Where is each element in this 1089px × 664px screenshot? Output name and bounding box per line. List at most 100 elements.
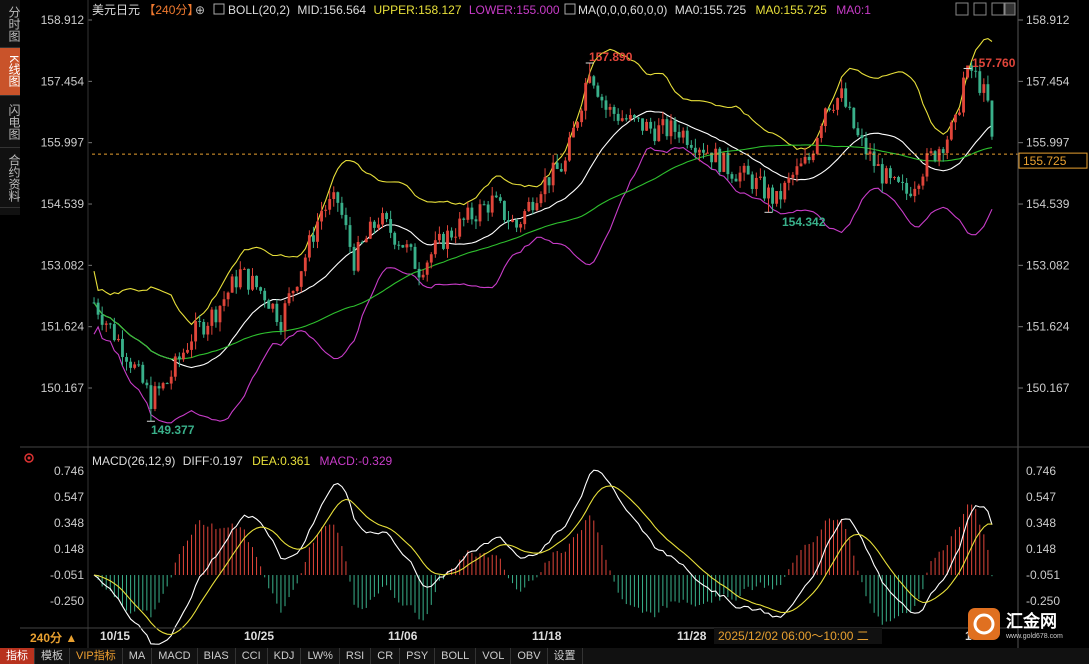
window-controls[interactable]	[955, 2, 1016, 16]
candle-body	[149, 385, 153, 409]
candle-body	[523, 211, 527, 225]
tab-indicators[interactable]: 指标	[0, 648, 35, 664]
settings-icon[interactable]: ⊕	[195, 3, 205, 17]
macd-tick-label-left: -0.250	[50, 594, 84, 608]
price-tick-label: 155.997	[1026, 136, 1070, 150]
tab-vip-indicators[interactable]: VIP指标	[70, 648, 123, 664]
period-label: 【240分】	[143, 3, 199, 17]
candle-body	[563, 160, 567, 172]
candle-body	[320, 210, 323, 222]
tab-contract-info[interactable]: 合约资料	[0, 148, 21, 208]
candle-body	[214, 309, 218, 323]
tab-obv[interactable]: OBV	[511, 648, 548, 664]
candle-body	[397, 244, 401, 246]
candle-body	[470, 207, 474, 220]
candle-body	[828, 108, 831, 111]
tab-cci[interactable]: CCI	[236, 648, 268, 664]
high-label-left: 157.890	[589, 50, 633, 64]
indicator-icon-2[interactable]	[564, 3, 576, 15]
candle-body	[823, 108, 827, 127]
candle-body	[177, 356, 181, 360]
tab-boll[interactable]: BOLL	[435, 648, 477, 664]
candle-body	[693, 147, 697, 153]
candle-body	[653, 128, 657, 142]
candle-body	[645, 121, 649, 131]
candle-body	[657, 125, 661, 142]
candle-body	[580, 110, 584, 123]
candle-body	[750, 174, 754, 189]
cursor-time-label: 2025/12/02 06:00～10:00 二	[718, 629, 869, 643]
tab-kdj[interactable]: KDJ	[268, 648, 302, 664]
date-label: 10/15	[100, 629, 130, 643]
candle-body	[259, 287, 263, 291]
candle-body	[608, 106, 612, 110]
candle-body	[312, 235, 315, 242]
candle-body	[734, 178, 738, 182]
tab-vol[interactable]: VOL	[476, 648, 512, 664]
period-indicator[interactable]: 240分 ▲	[30, 630, 77, 645]
candle-body	[275, 303, 279, 323]
tab-settings[interactable]: 设置	[548, 648, 583, 664]
candle-body	[108, 323, 112, 325]
candle-body	[104, 323, 108, 325]
candle-body	[112, 324, 116, 341]
candle-body	[173, 356, 177, 377]
candle-body	[681, 130, 685, 138]
candle-body	[515, 219, 519, 228]
candle-body	[437, 233, 441, 241]
candle-body	[389, 219, 393, 233]
tab-lightning[interactable]: 闪电图	[0, 96, 21, 148]
candle-body	[945, 139, 949, 153]
candle-body	[486, 204, 490, 213]
candle-body	[409, 244, 413, 247]
price-tick-label: 153.082	[1026, 258, 1070, 272]
logo-text: 汇金网	[1006, 611, 1057, 631]
candle-body	[442, 233, 445, 249]
candle-body	[576, 122, 579, 128]
candle-body	[482, 204, 486, 206]
candle-body	[815, 137, 819, 154]
macd-icon[interactable]	[24, 453, 34, 463]
tab-time-share[interactable]: 分时图	[0, 0, 21, 48]
candle-body	[856, 128, 860, 136]
tab-templates[interactable]: 模板	[35, 648, 70, 664]
candle-body	[551, 162, 555, 186]
candle-body	[933, 151, 937, 161]
tab-kline[interactable]: K线图	[0, 48, 21, 96]
candle-body	[584, 82, 588, 111]
tab-psy[interactable]: PSY	[400, 648, 436, 664]
candle-body	[754, 177, 758, 189]
indicator-icon[interactable]	[213, 3, 225, 15]
candle-body	[758, 176, 762, 178]
candle-body	[218, 305, 222, 323]
candle-body	[616, 113, 620, 121]
candle-body	[222, 299, 226, 306]
candle-body	[539, 194, 543, 204]
candle-body	[925, 153, 929, 177]
candle-body	[141, 364, 145, 383]
tab-ma[interactable]: MA	[123, 648, 153, 664]
tab-lw[interactable]: LW%	[301, 648, 340, 664]
price-tick-label-left: 151.624	[41, 320, 85, 334]
macd-tick-label-left: 0.746	[54, 464, 84, 478]
candle-body	[763, 176, 766, 199]
candle-body	[929, 151, 933, 154]
candle-body	[783, 182, 787, 200]
macd-tick-label: -0.250	[1026, 594, 1060, 608]
tab-macd[interactable]: MACD	[152, 648, 198, 664]
candle-body	[190, 341, 193, 350]
tab-cr[interactable]: CR	[371, 648, 401, 664]
candle-body	[181, 352, 185, 360]
candle-body	[596, 85, 600, 97]
candle-body	[649, 121, 653, 129]
brand-logo: 汇金网 www.gold678.com	[966, 606, 1081, 642]
price-tick-label: 154.539	[1026, 197, 1070, 211]
candle-body	[454, 236, 458, 238]
candle-body	[137, 364, 141, 366]
candle-body	[966, 65, 970, 78]
tab-bias[interactable]: BIAS	[198, 648, 236, 664]
candle-body	[669, 120, 673, 137]
tab-rsi[interactable]: RSI	[340, 648, 372, 664]
price-tick-label-left: 154.539	[41, 197, 85, 211]
